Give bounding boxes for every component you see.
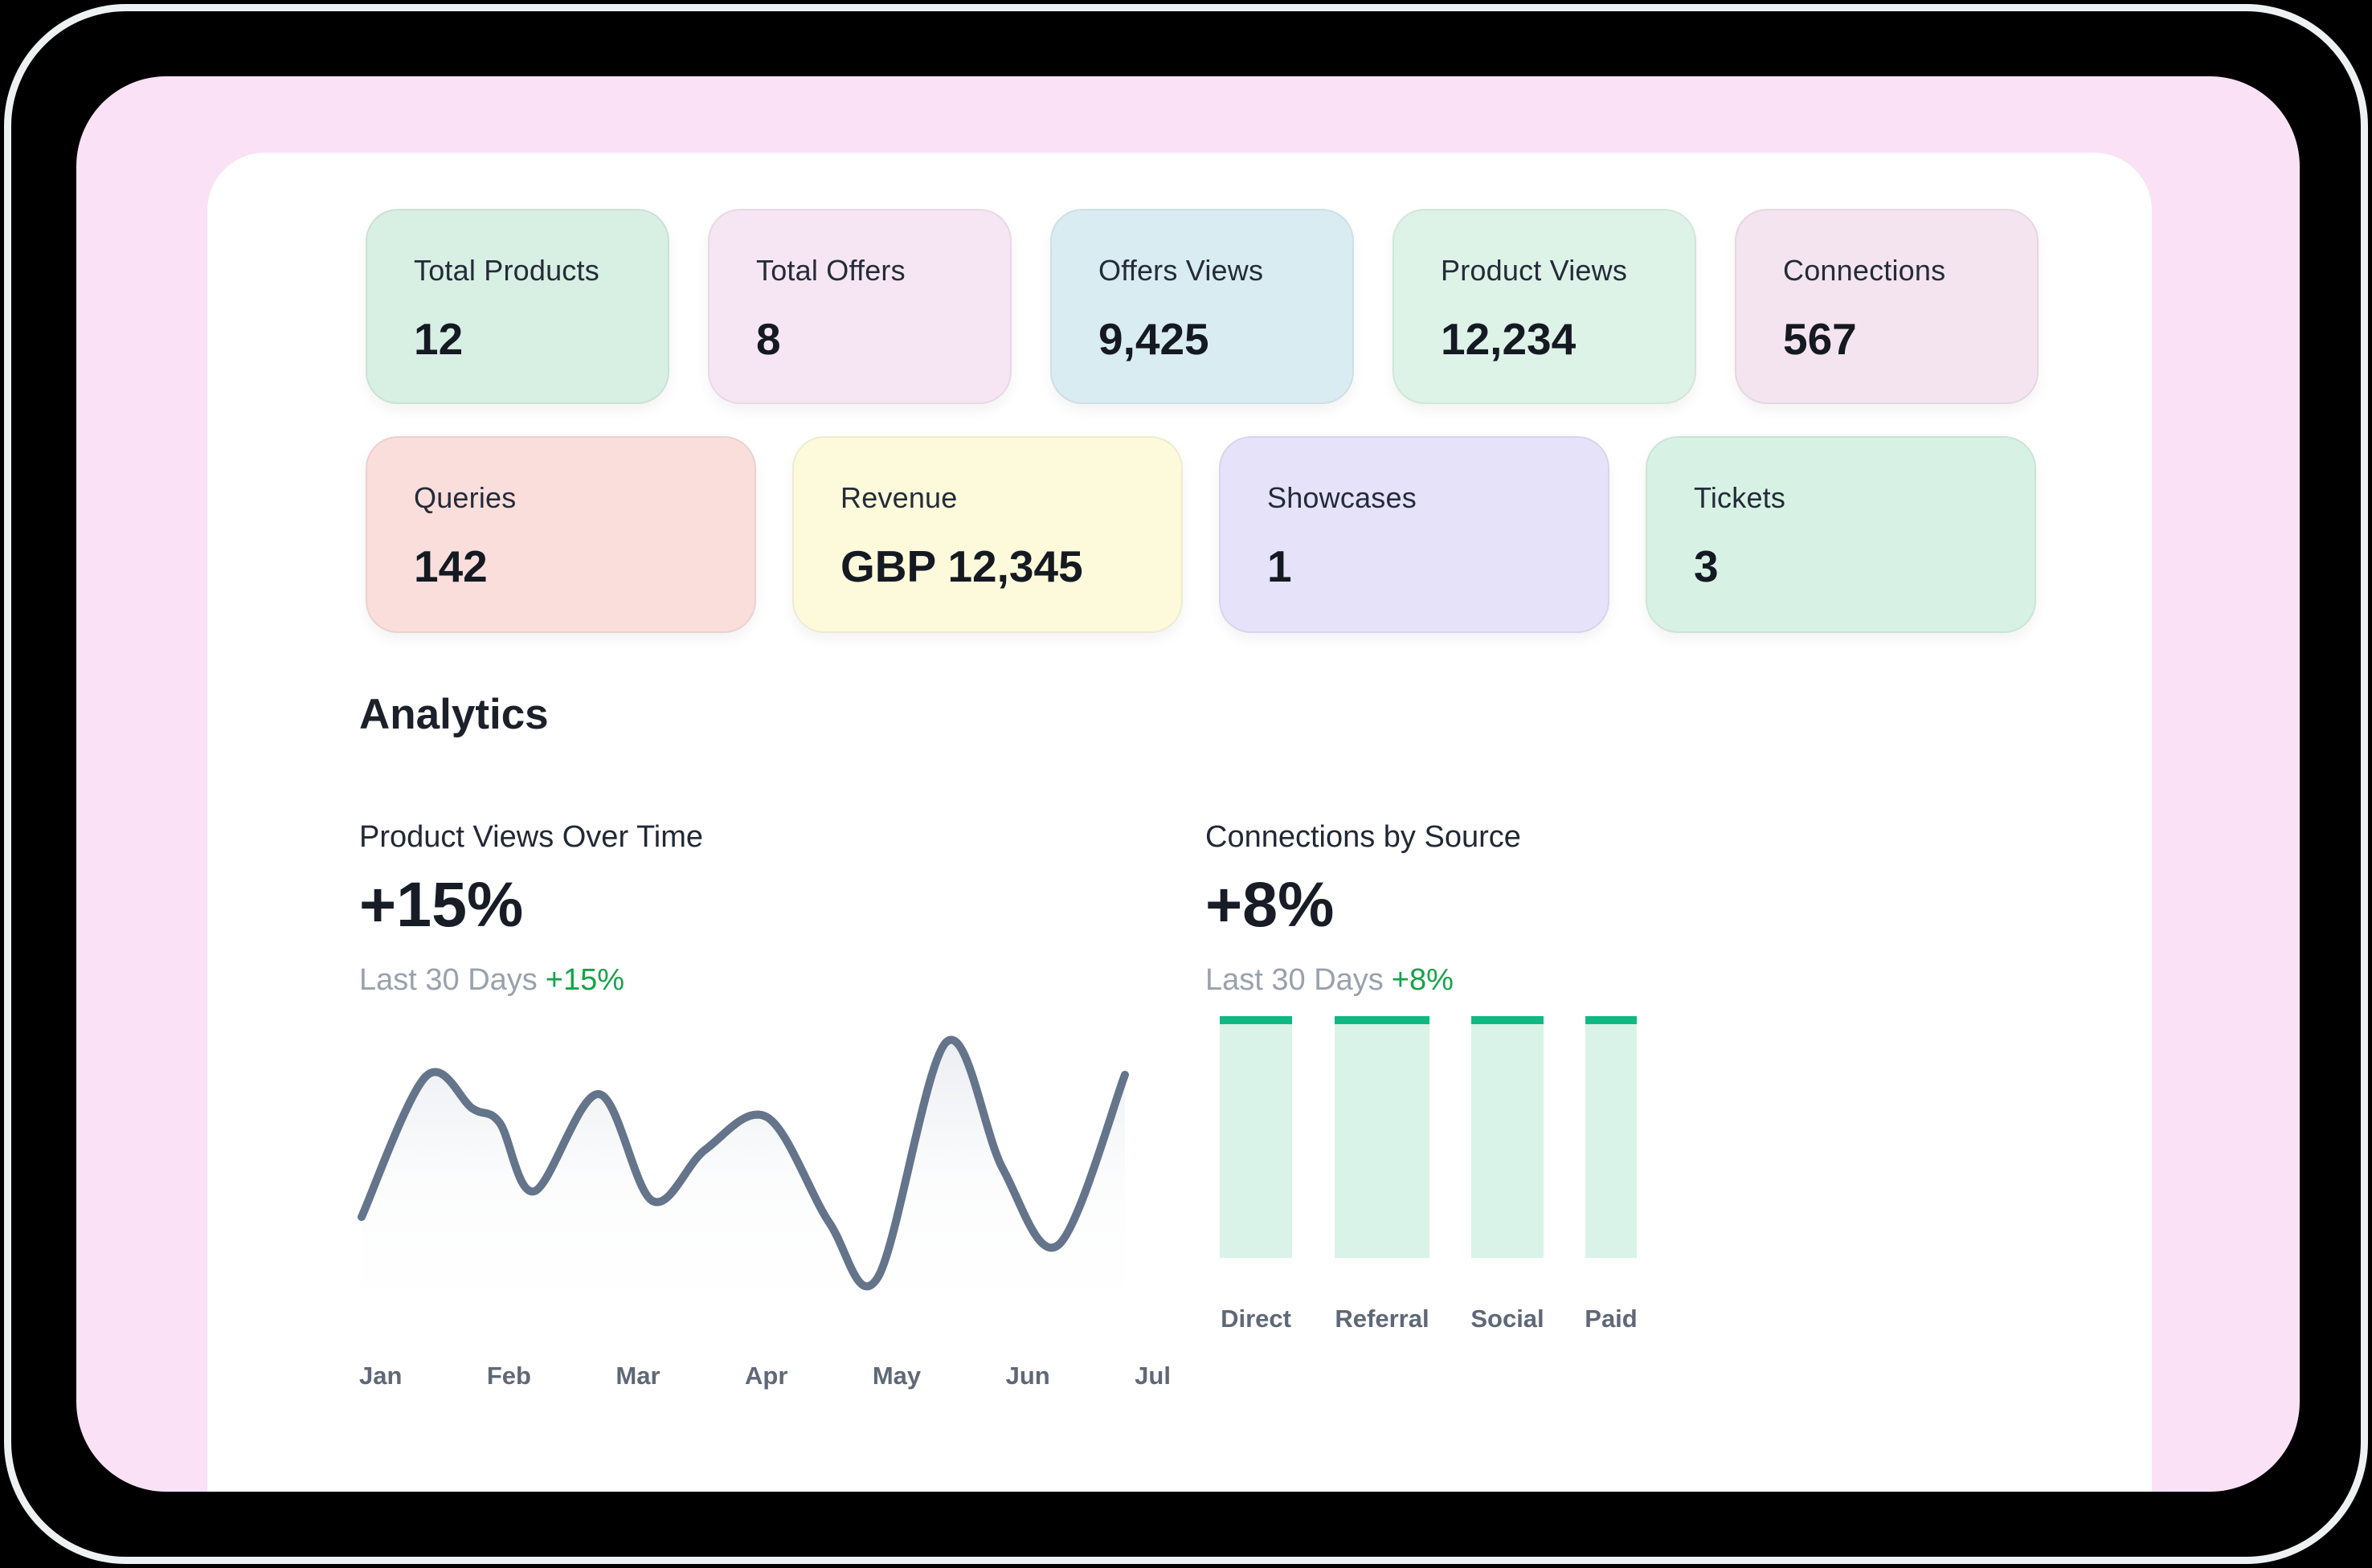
product-views-line-chart	[358, 1035, 1129, 1301]
line-series-path	[358, 1035, 1129, 1291]
x-axis-month-labels: Jan Feb Mar Apr May Jun Jul	[359, 1360, 1171, 1392]
bar-referral	[1335, 1016, 1429, 1258]
stat-card-label: Queries	[414, 481, 517, 514]
bar-label-paid: Paid	[1585, 1305, 1638, 1333]
bar-body	[1585, 1024, 1637, 1258]
stat-card-value: 8	[756, 314, 781, 364]
bar-top-accent	[1220, 1016, 1292, 1024]
bar-top-accent	[1585, 1016, 1637, 1024]
line-chart-title: Product Views Over Time	[359, 820, 704, 854]
month-label-jun: Jun	[1005, 1362, 1050, 1390]
bar-body	[1335, 1024, 1429, 1258]
month-label-mar: Mar	[615, 1362, 660, 1390]
dashboard-panel: Total Products 12 Total Offers 8 Offers View…	[207, 153, 2152, 1492]
stat-card-label: Revenue	[840, 481, 958, 514]
stat-card-label: Connections	[1783, 254, 1946, 287]
bar-chart-title: Connections by Source	[1205, 820, 1521, 854]
stat-card-value: 3	[1694, 541, 1719, 591]
stat-card-value: 9,425	[1098, 314, 1209, 364]
pink-backdrop: Total Products 12 Total Offers 8 Offers View…	[76, 76, 2300, 1492]
stat-card-label: Offers Views	[1098, 254, 1264, 287]
bar-top-accent	[1335, 1016, 1429, 1024]
stat-card-label: Total Offers	[756, 254, 906, 287]
month-label-jul: Jul	[1135, 1362, 1171, 1390]
bar-chart-delta: +8%	[1391, 963, 1454, 997]
month-label-apr: Apr	[745, 1362, 788, 1390]
bar-body	[1471, 1024, 1544, 1258]
stat-card-value: 12	[414, 314, 464, 364]
bar-label-direct: Direct	[1221, 1305, 1291, 1333]
month-label-jan: Jan	[359, 1362, 403, 1390]
bar-chart-big-change: +8%	[1205, 868, 1335, 940]
line-chart-period: Last 30 Days	[359, 963, 538, 997]
stat-card-showcases: Showcases 1	[1219, 436, 1609, 633]
line-chart-section: Product Views Over Time +15% Last 30 Day…	[358, 153, 1171, 1438]
bar-chart-period: Last 30 Days	[1205, 963, 1384, 997]
stat-card-total-products: Total Products 12	[366, 209, 669, 404]
bar-top-accent	[1471, 1016, 1544, 1024]
stat-card-product-views: Product Views 12,234	[1393, 209, 1696, 404]
bar-label-referral: Referral	[1335, 1305, 1429, 1333]
stats-row-secondary: Queries 142 Revenue GBP 12,345 Showcases 1 Tic…	[366, 436, 2036, 633]
stat-card-label: Total Products	[414, 254, 599, 287]
stat-card-offers-views: Offers Views 9,425	[1050, 209, 1354, 404]
bar-chart-subtitle: Last 30 Days +8%	[1205, 961, 1454, 999]
stat-card-connections: Connections 567	[1735, 209, 2039, 404]
month-label-may: May	[872, 1362, 922, 1390]
bar-label-social: Social	[1470, 1305, 1544, 1333]
bar-paid	[1585, 1016, 1637, 1258]
stat-card-total-offers: Total Offers 8	[708, 209, 1012, 404]
connections-bar-chart: Direct Referral Social Paid	[1205, 1016, 1928, 1498]
stat-card-queries: Queries 142	[366, 436, 756, 633]
bar-social	[1471, 1016, 1544, 1258]
stats-row-primary: Total Products 12 Total Offers 8 Offers View…	[366, 209, 2039, 404]
line-chart-big-change: +15%	[359, 868, 524, 940]
stat-card-tickets: Tickets 3	[1646, 436, 2036, 633]
bar-direct	[1220, 1016, 1292, 1258]
line-chart-subtitle: Last 30 Days +15%	[359, 961, 624, 999]
bar-body	[1220, 1024, 1292, 1258]
stat-card-label: Tickets	[1694, 481, 1786, 514]
stat-card-revenue: Revenue GBP 12,345	[792, 436, 1183, 633]
month-label-feb: Feb	[486, 1362, 531, 1390]
bar-chart-section: Connections by Source +8% Last 30 Days +8…	[1205, 153, 1928, 1438]
line-chart-delta: +15%	[545, 963, 625, 997]
stat-card-label: Product Views	[1441, 254, 1628, 287]
stat-card-value: 1	[1267, 541, 1292, 591]
stat-card-value: GBP 12,345	[840, 541, 1083, 591]
stat-card-label: Showcases	[1267, 481, 1417, 514]
stat-card-value: 567	[1783, 314, 1857, 364]
line-area-fill	[362, 1039, 1125, 1301]
analytics-heading: Analytics	[359, 691, 549, 738]
stat-card-value: 142	[414, 541, 488, 591]
stat-card-value: 12,234	[1441, 314, 1577, 364]
